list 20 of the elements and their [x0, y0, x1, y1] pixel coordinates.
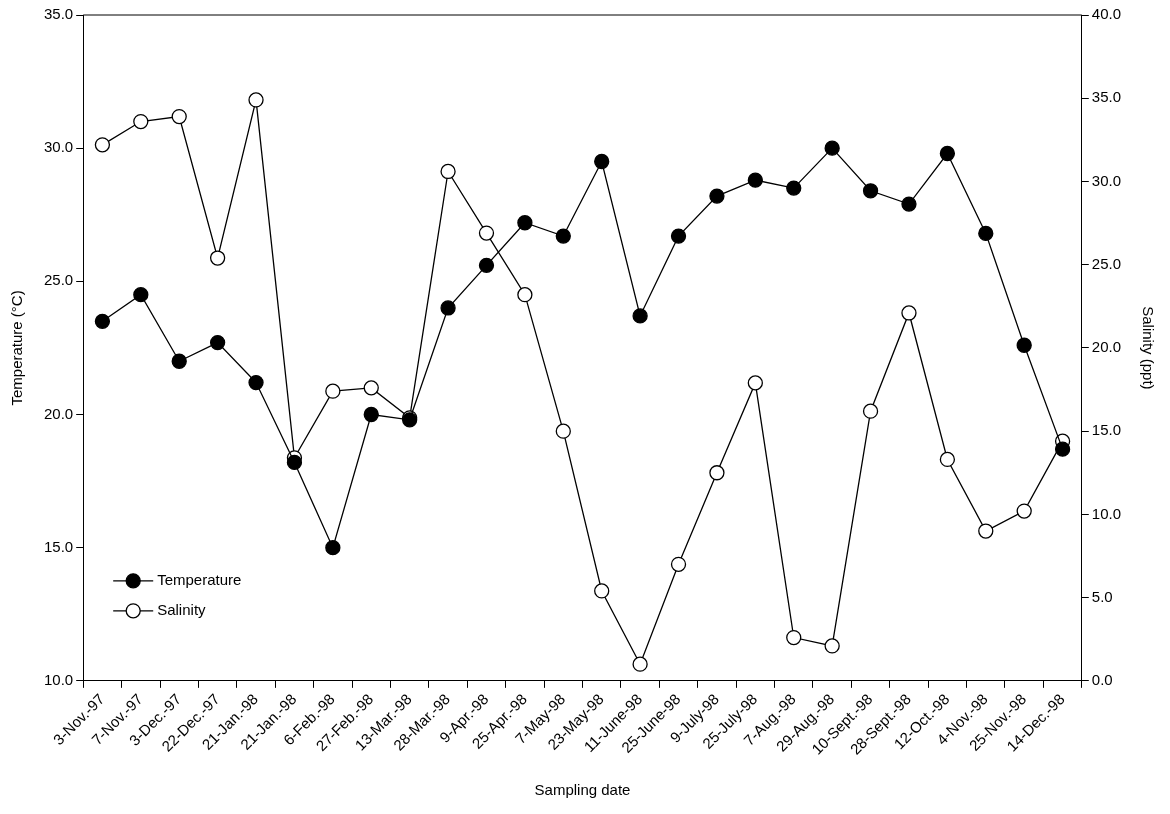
- y2-axis-title: Salinity (ppt): [1139, 306, 1157, 390]
- y2-tick-label: 30.0: [1091, 171, 1122, 189]
- y-tick-label: 35.0: [43, 5, 74, 23]
- y-tick-label: 25.0: [43, 271, 74, 289]
- legend-label: Salinity: [157, 600, 207, 618]
- x-axis-title: Sampling date: [534, 781, 631, 799]
- y2-tick-label: 40.0: [1091, 5, 1122, 23]
- y2-tick-label: 15.0: [1091, 421, 1122, 439]
- y-axis-title: Temperature (°C): [8, 290, 26, 406]
- y2-tick-label: 35.0: [1091, 88, 1122, 106]
- y2-tick-label: 5.0: [1091, 587, 1113, 605]
- y2-tick-label: 10.0: [1091, 504, 1122, 522]
- y2-tick-label: 25.0: [1091, 254, 1122, 272]
- y-tick-label: 20.0: [43, 404, 74, 422]
- y-tick-label: 30.0: [43, 138, 74, 156]
- y2-tick-label: 20.0: [1091, 338, 1122, 356]
- legend-label: Temperature: [157, 570, 242, 588]
- y-tick-label: 10.0: [43, 670, 74, 688]
- y2-tick-label: 0.0: [1091, 670, 1113, 688]
- y-tick-label: 15.0: [43, 537, 74, 555]
